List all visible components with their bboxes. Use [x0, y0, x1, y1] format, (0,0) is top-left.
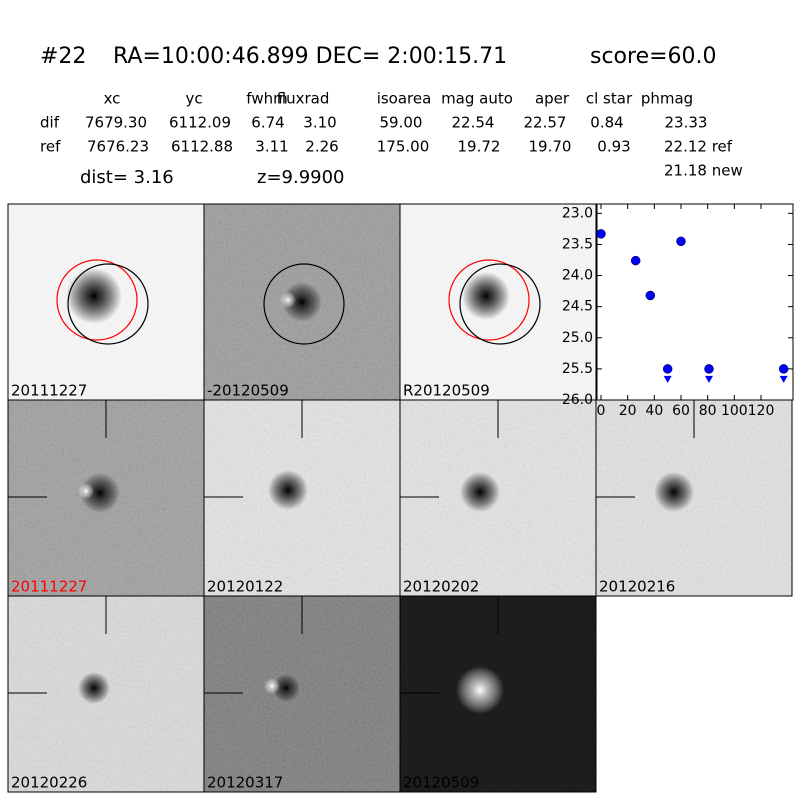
panel-label: 20120226: [11, 774, 87, 792]
limit-arrow: [663, 375, 672, 383]
panel-label: 20111227: [11, 382, 87, 400]
score: score=60.0: [590, 44, 717, 69]
cell: 23.33: [665, 114, 708, 132]
residual: [78, 483, 94, 499]
cell: 6112.09: [169, 114, 231, 132]
aperture-circle: [67, 263, 149, 345]
source: [654, 472, 694, 512]
cell: 6.74: [251, 114, 284, 132]
cell: 59.00: [380, 114, 423, 132]
row-header: dif: [40, 114, 60, 132]
y-tick-label: 24.5: [562, 299, 593, 315]
cell: 22.12 ref: [664, 138, 733, 156]
cell: 19.70: [529, 138, 572, 156]
column-header: yc: [185, 90, 202, 108]
point: [676, 236, 686, 247]
column-header: fluxrad: [277, 90, 330, 108]
cell: 19.72: [458, 138, 501, 156]
ref-circle: [448, 259, 530, 341]
panel-label: 20120202: [403, 578, 479, 596]
point: [596, 229, 606, 239]
panel-label: 20120317: [207, 774, 283, 792]
source: [272, 674, 300, 702]
chart: 23.0 23.5 24.0 24.5 25.0 25.5 26.00 20 40 60 80 100…: [562, 203, 794, 419]
source: [456, 666, 504, 714]
source: [268, 470, 308, 510]
panel-label: 20120509: [403, 774, 479, 792]
dist: dist= 3.16: [80, 167, 174, 188]
source: [80, 473, 120, 513]
ref-circle: [56, 259, 138, 341]
panel-border: [399, 595, 597, 793]
source: [462, 272, 510, 320]
cell: 7679.30: [85, 114, 147, 132]
column-header: xc: [104, 90, 121, 108]
x-tick-label: 0: [597, 403, 606, 419]
object-id: #22: [40, 44, 86, 69]
column-header: mag auto: [441, 90, 513, 108]
panel-label: 20111227: [11, 578, 87, 596]
residual: [280, 292, 296, 308]
column-header: cl star: [586, 90, 633, 108]
aperture-circle: [459, 263, 541, 345]
residual: [264, 678, 280, 694]
y-tick-label: 25.5: [562, 361, 593, 377]
x-tick-label: 60: [672, 403, 690, 419]
column-header: fwhm: [246, 90, 287, 108]
x-tick-label: 120: [748, 403, 775, 419]
x-tick-label: 100: [721, 403, 748, 419]
cell: 175.00: [377, 138, 430, 156]
cell: 0.84: [590, 114, 623, 132]
y-tick-label: 23.5: [562, 236, 593, 252]
y-tick-label: 26.0: [562, 392, 593, 408]
panel-label: -20120509: [207, 382, 289, 400]
coordinates: RA=10:00:46.899 DEC= 2:00:15.71: [113, 44, 507, 69]
column-header: phmag: [641, 90, 693, 108]
plot-area: [596, 203, 794, 401]
panel-label: 20120122: [207, 578, 283, 596]
cell: 6112.88: [171, 138, 233, 156]
point: [645, 290, 656, 301]
cell: 3.10: [303, 114, 336, 132]
aperture-circle: [263, 263, 345, 345]
point: [704, 364, 714, 374]
cell: 7676.23: [87, 138, 149, 156]
source: [282, 282, 322, 322]
cell: 22.54: [452, 114, 495, 132]
limit-arrow: [705, 375, 713, 383]
phmag-new: 21.18 new: [664, 162, 743, 180]
point: [630, 255, 641, 266]
cell: 0.93: [597, 138, 630, 156]
cell: 2.26: [305, 138, 338, 156]
z: z=9.9900: [257, 167, 345, 188]
y-tick-label: 25.0: [562, 330, 593, 346]
x-tick-label: 40: [645, 403, 663, 419]
y-tick-label: 23.0: [562, 205, 593, 221]
y-tick-label: 24.0: [562, 268, 593, 284]
panel-label: R20120509: [403, 382, 490, 400]
source: [66, 268, 122, 324]
cell: 3.11: [255, 138, 288, 156]
source: [460, 472, 500, 512]
point: [662, 364, 673, 374]
row-header: ref: [40, 138, 61, 156]
point: [778, 364, 789, 374]
limit-arrow: [779, 375, 788, 383]
source: [78, 672, 110, 704]
column-header: aper: [535, 90, 570, 108]
panel-label: 20120216: [599, 578, 675, 596]
x-tick-label: 80: [699, 403, 717, 419]
cell: 22.57: [524, 114, 567, 132]
column-header: isoarea: [377, 90, 432, 108]
x-tick-label: 20: [619, 403, 637, 419]
